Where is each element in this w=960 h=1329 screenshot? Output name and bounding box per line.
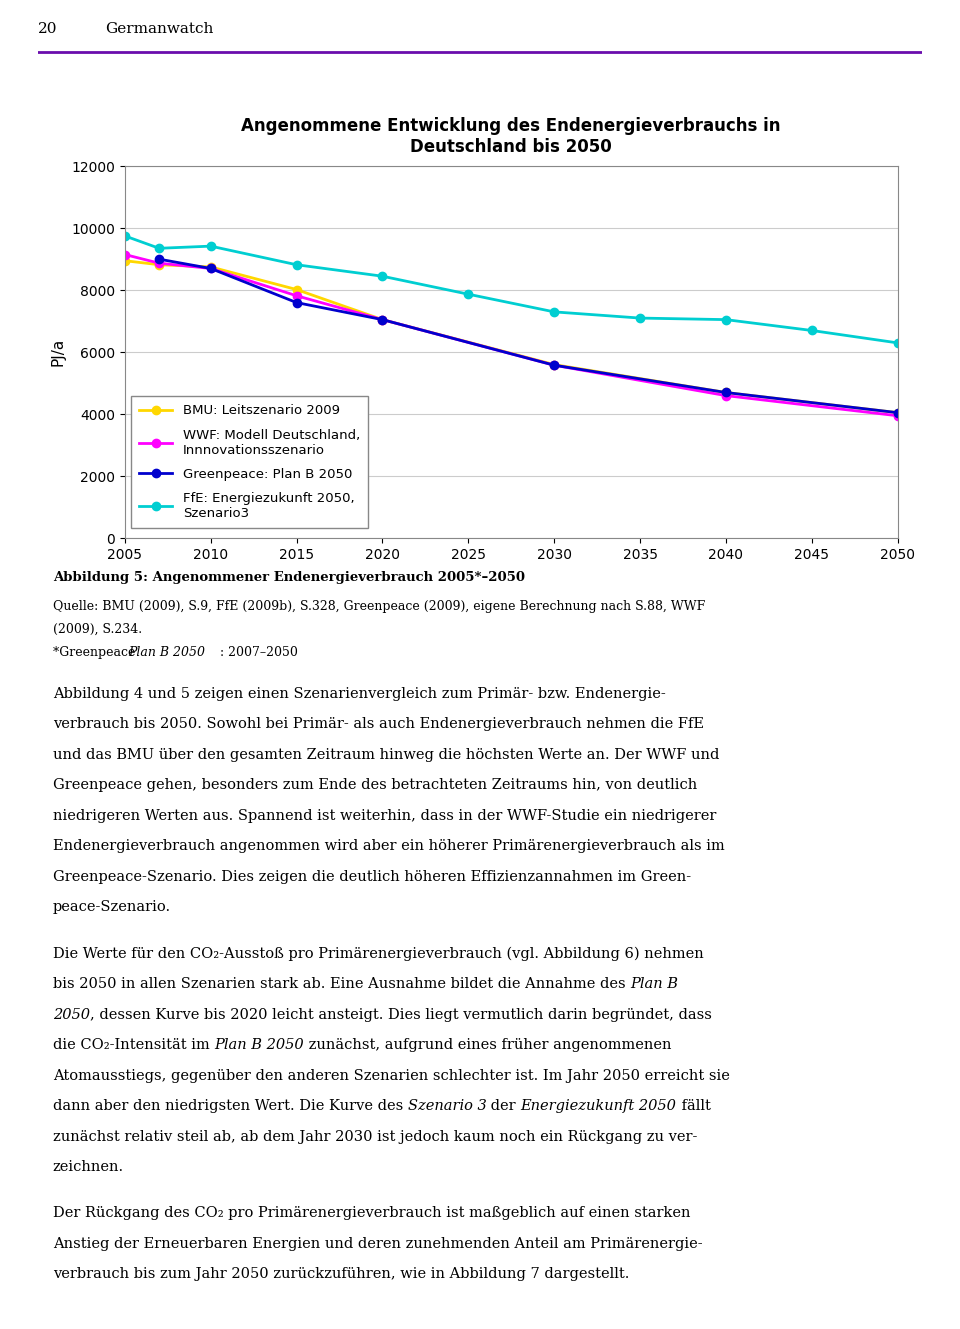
Text: Anstieg der Erneuerbaren Energien und deren zunehmenden Anteil am Primärenergie-: Anstieg der Erneuerbaren Energien und de… bbox=[53, 1237, 703, 1251]
Text: niedrigeren Werten aus. Spannend ist weiterhin, dass in der WWF-Studie ein niedr: niedrigeren Werten aus. Spannend ist wei… bbox=[53, 809, 716, 823]
Text: und das BMU über den gesamten Zeitraum hinweg die höchsten Werte an. Der WWF und: und das BMU über den gesamten Zeitraum h… bbox=[53, 748, 719, 762]
Text: : 2007–2050: : 2007–2050 bbox=[221, 646, 299, 659]
Text: Greenpeace-Szenario. Dies zeigen die deutlich höheren Effizienzannahmen im Green: Greenpeace-Szenario. Dies zeigen die deu… bbox=[53, 869, 691, 884]
Text: Szenario 3: Szenario 3 bbox=[408, 1099, 487, 1114]
Text: (2009), S.234.: (2009), S.234. bbox=[53, 623, 142, 637]
Text: Germanwatch: Germanwatch bbox=[105, 23, 213, 36]
Text: zeichnen.: zeichnen. bbox=[53, 1160, 124, 1174]
Text: Endenergieverbrauch angenommen wird aber ein höherer Primärenergieverbrauch als : Endenergieverbrauch angenommen wird aber… bbox=[53, 840, 725, 853]
Text: , dessen Kurve bis 2020 leicht ansteigt. Dies liegt vermutlich darin begründet, : , dessen Kurve bis 2020 leicht ansteigt.… bbox=[90, 1007, 711, 1022]
Text: Der Rückgang des CO₂ pro Primärenergieverbrauch ist maßgeblich auf einen starken: Der Rückgang des CO₂ pro Primärenergieve… bbox=[53, 1207, 690, 1220]
Text: zunächst, aufgrund eines früher angenommenen: zunächst, aufgrund eines früher angenomm… bbox=[303, 1038, 671, 1053]
Y-axis label: PJ/a: PJ/a bbox=[51, 338, 65, 367]
Text: Quelle: BMU (2009), S.9, FfE (2009b), S.328, Greenpeace (2009), eigene Berechnun: Quelle: BMU (2009), S.9, FfE (2009b), S.… bbox=[53, 601, 705, 613]
Title: Angenommene Entwicklung des Endenergieverbrauchs in
Deutschland bis 2050: Angenommene Entwicklung des Endenergieve… bbox=[242, 117, 780, 157]
Text: Atomausstiegs, gegenüber den anderen Szenarien schlechter ist. Im Jahr 2050 erre: Atomausstiegs, gegenüber den anderen Sze… bbox=[53, 1069, 730, 1083]
Text: zunächst relativ steil ab, ab dem Jahr 2030 ist jedoch kaum noch ein Rückgang zu: zunächst relativ steil ab, ab dem Jahr 2… bbox=[53, 1130, 697, 1143]
Text: Greenpeace gehen, besonders zum Ende des betrachteten Zeitraums hin, von deutlic: Greenpeace gehen, besonders zum Ende des… bbox=[53, 779, 697, 792]
Text: 2050: 2050 bbox=[53, 1007, 90, 1022]
Text: dann aber den niedrigsten Wert. Die Kurve des: dann aber den niedrigsten Wert. Die Kurv… bbox=[53, 1099, 408, 1114]
Text: peace-Szenario.: peace-Szenario. bbox=[53, 900, 171, 914]
Text: Plan B 2050: Plan B 2050 bbox=[214, 1038, 303, 1053]
Text: der: der bbox=[487, 1099, 520, 1114]
Text: fällt: fällt bbox=[677, 1099, 710, 1114]
Text: Energiezukunft 2050: Energiezukunft 2050 bbox=[520, 1099, 677, 1114]
Text: Plan B 2050: Plan B 2050 bbox=[129, 646, 205, 659]
Text: Abbildung 4 und 5 zeigen einen Szenarienvergleich zum Primär- bzw. Endenergie-: Abbildung 4 und 5 zeigen einen Szenarien… bbox=[53, 687, 665, 700]
Text: *Greenpeace: *Greenpeace bbox=[53, 646, 139, 659]
Text: Plan B: Plan B bbox=[630, 977, 678, 991]
Text: 20: 20 bbox=[38, 23, 58, 36]
Text: verbrauch bis 2050. Sowohl bei Primär- als auch Endenergieverbrauch nehmen die F: verbrauch bis 2050. Sowohl bei Primär- a… bbox=[53, 718, 704, 731]
Text: Die Werte für den CO₂-Ausstoß pro Primärenergieverbrauch (vgl. Abbildung 6) nehm: Die Werte für den CO₂-Ausstoß pro Primär… bbox=[53, 946, 704, 961]
Text: bis 2050 in allen Szenarien stark ab. Eine Ausnahme bildet die Annahme des: bis 2050 in allen Szenarien stark ab. Ei… bbox=[53, 977, 630, 991]
Text: die CO₂-Intensität im: die CO₂-Intensität im bbox=[53, 1038, 214, 1053]
Legend: BMU: Leitszenario 2009, WWF: Modell Deutschland,
Innnovationsszenario, Greenpeac: BMU: Leitszenario 2009, WWF: Modell Deut… bbox=[132, 396, 368, 528]
Text: verbrauch bis zum Jahr 2050 zurückzuführen, wie in Abbildung 7 dargestellt.: verbrauch bis zum Jahr 2050 zurückzuführ… bbox=[53, 1268, 629, 1281]
Text: Abbildung 5: Angenommener Endenergieverbrauch 2005*–2050: Abbildung 5: Angenommener Endenergieverb… bbox=[53, 571, 525, 585]
